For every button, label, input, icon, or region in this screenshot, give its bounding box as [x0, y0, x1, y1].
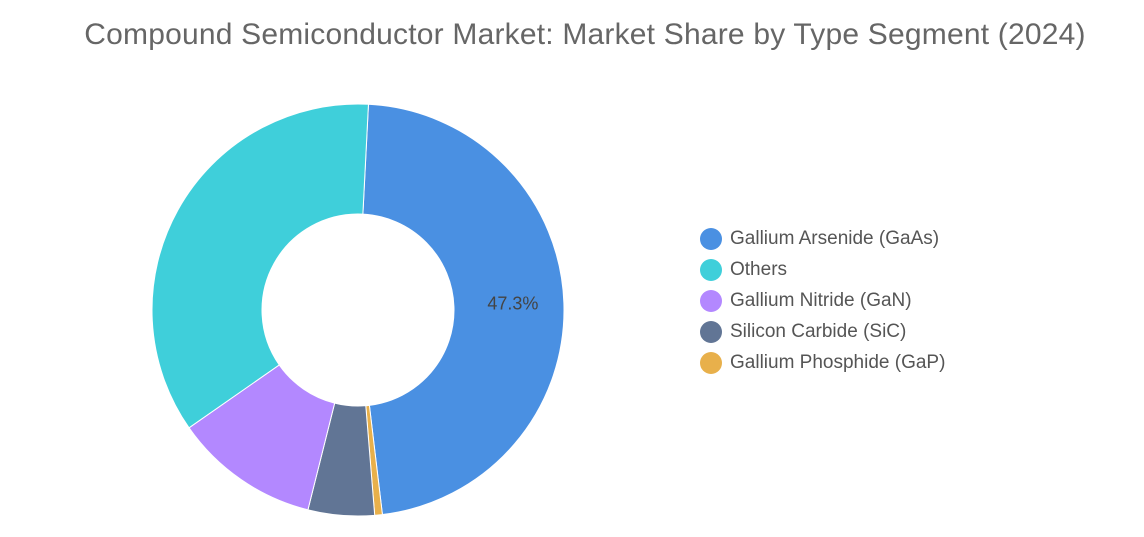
data-label-0: 47.3% — [487, 293, 538, 313]
chart-legend: Gallium Arsenide (GaAs) Others Gallium Nit… — [700, 223, 945, 378]
legend-swatch — [700, 351, 722, 374]
legend-item[interactable]: Others — [700, 254, 945, 285]
legend-item[interactable]: Silicon Carbide (SiC) — [700, 316, 945, 347]
legend-item[interactable]: Gallium Nitride (GaN) — [700, 285, 945, 316]
legend-label: Gallium Nitride (GaN) — [730, 289, 912, 311]
legend-label: Silicon Carbide (SiC) — [730, 320, 907, 342]
legend-item[interactable]: Gallium Phosphide (GaP) — [700, 347, 945, 378]
slice-others[interactable] — [151, 103, 369, 429]
legend-swatch — [700, 289, 722, 312]
chart-title: Compound Semiconductor Market: Market Sh… — [84, 18, 1086, 51]
legend-label: Gallium Arsenide (GaAs) — [730, 227, 940, 249]
legend-swatch — [700, 227, 722, 250]
legend-item[interactable]: Gallium Arsenide (GaAs) — [700, 223, 945, 254]
legend-label: Others — [730, 258, 788, 280]
legend-label: Gallium Phosphide (GaP) — [730, 351, 946, 373]
slice-gallium-arsenide-gaas[interactable] — [362, 103, 565, 516]
legend-swatch — [700, 320, 722, 343]
legend-swatch — [700, 258, 722, 281]
